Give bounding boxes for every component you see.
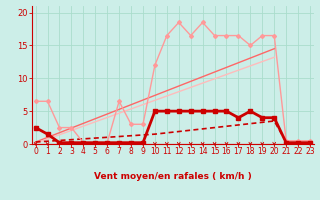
X-axis label: Vent moyen/en rafales ( km/h ): Vent moyen/en rafales ( km/h ) — [94, 172, 252, 181]
